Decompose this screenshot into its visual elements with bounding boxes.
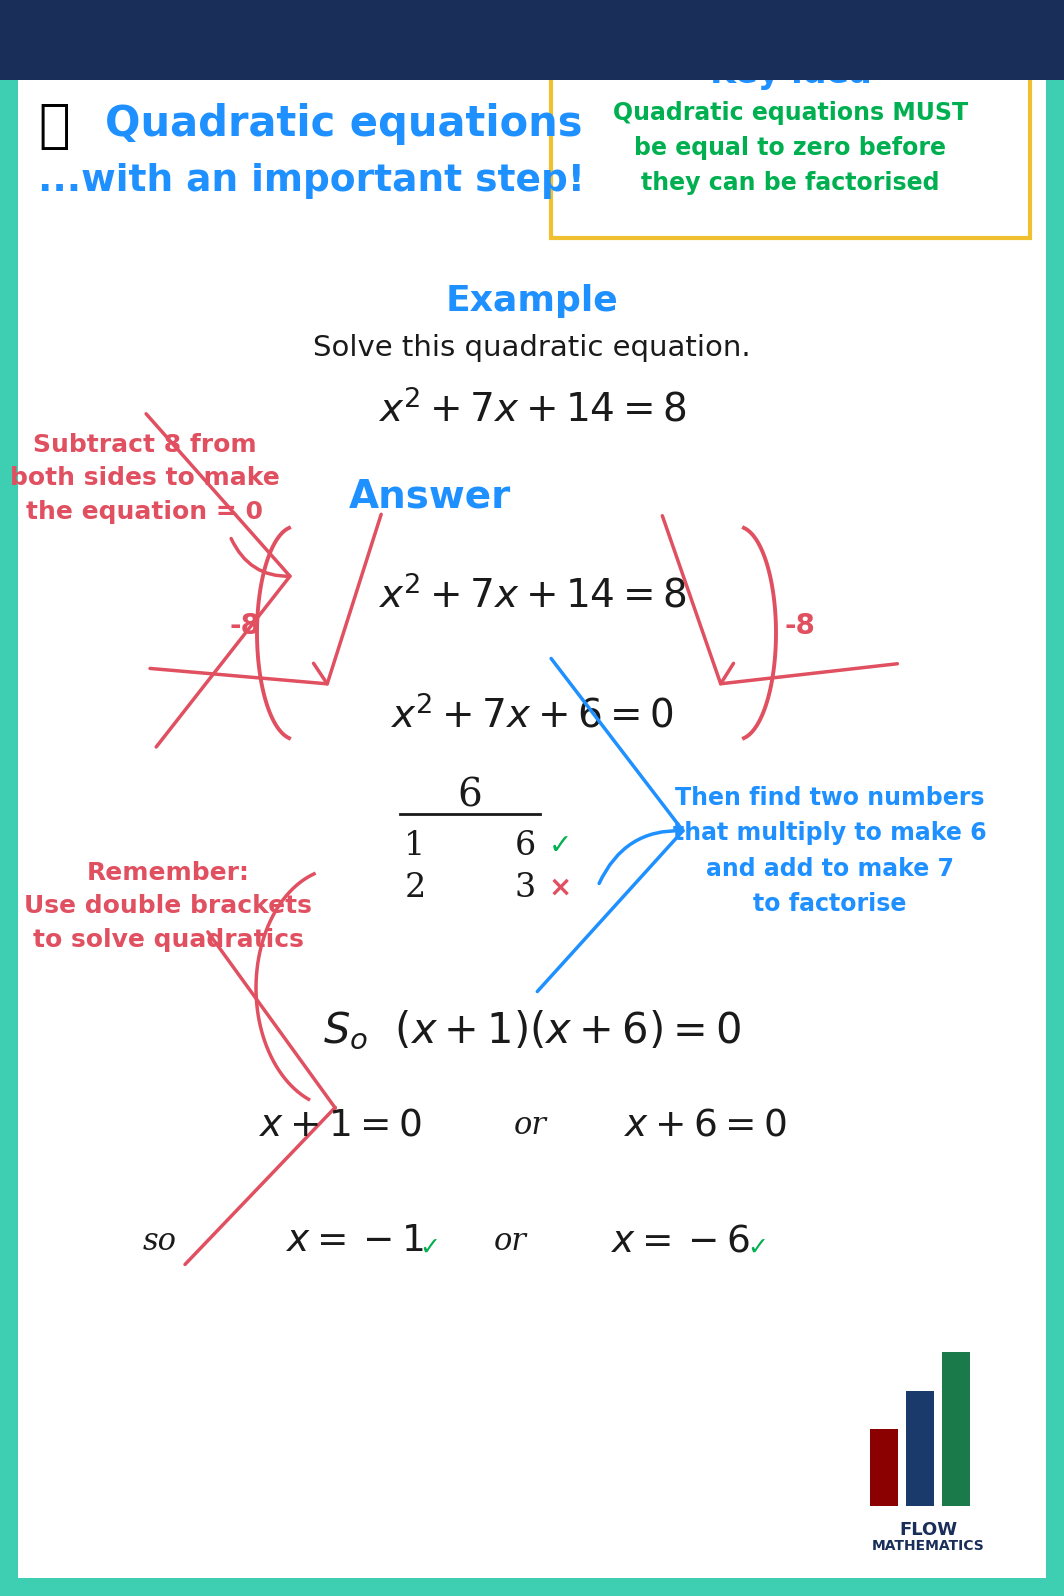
Bar <box>870 1428 898 1507</box>
Bar <box>0 0 1064 80</box>
Text: ✓: ✓ <box>419 1235 440 1259</box>
Text: ...with an important step!: ...with an important step! <box>38 163 585 200</box>
Bar <box>907 1390 934 1507</box>
Text: 3: 3 <box>514 871 535 903</box>
Text: $x^2 + 7x + 6 = 0$: $x^2 + 7x + 6 = 0$ <box>390 696 674 736</box>
Text: -8: -8 <box>230 611 261 640</box>
Text: Subtract 8 from
both sides to make
the equation = 0: Subtract 8 from both sides to make the e… <box>11 433 280 523</box>
Text: $x^2 + 7x + 14 = 8$: $x^2 + 7x + 14 = 8$ <box>378 576 686 616</box>
Text: -8: -8 <box>784 611 815 640</box>
Text: Quadratic equations MUST
be equal to zero before
they can be factorised: Quadratic equations MUST be equal to zer… <box>613 101 968 195</box>
Text: Example: Example <box>446 284 618 318</box>
Text: or: or <box>494 1226 527 1256</box>
Text: Answer: Answer <box>349 477 511 516</box>
Bar <box>0 1578 1064 1596</box>
Text: $x = -1$: $x = -1$ <box>286 1223 423 1259</box>
Text: 🏆: 🏆 <box>38 101 69 152</box>
Text: $x^2 + 7x + 14 = 8$: $x^2 + 7x + 14 = 8$ <box>378 389 686 429</box>
Bar <box>0 80 18 1596</box>
Text: FLOW: FLOW <box>899 1521 957 1539</box>
Text: $x + 1 = 0$: $x + 1 = 0$ <box>259 1108 421 1144</box>
Bar <box>942 1352 970 1507</box>
Text: ×: × <box>548 875 571 902</box>
Text: so: so <box>143 1226 177 1256</box>
Text: $x + 6 = 0$: $x + 6 = 0$ <box>624 1108 786 1144</box>
Text: $x = -6$: $x = -6$ <box>611 1223 749 1259</box>
Text: Solve this quadratic equation.: Solve this quadratic equation. <box>313 334 751 362</box>
Text: ✓: ✓ <box>548 832 571 860</box>
Text: Then find two numbers
that multiply to make 6
and add to make 7
to factorise: Then find two numbers that multiply to m… <box>674 785 986 916</box>
Text: 2: 2 <box>404 871 426 903</box>
Text: 1: 1 <box>404 830 426 862</box>
Text: Remember:
Use double brackets
to solve quadratics: Remember: Use double brackets to solve q… <box>24 860 312 951</box>
Text: Quadratic equations: Quadratic equations <box>105 104 582 145</box>
Text: MATHEMATICS: MATHEMATICS <box>871 1539 984 1553</box>
FancyBboxPatch shape <box>551 34 1030 238</box>
Text: ✓: ✓ <box>748 1235 768 1259</box>
Text: 6: 6 <box>514 830 535 862</box>
Text: 6: 6 <box>458 777 482 814</box>
Bar <box>1046 80 1064 1596</box>
Text: or: or <box>514 1111 547 1141</box>
Text: $\mathit{S_o}$  $(x + 1)(x + 6) = 0$: $\mathit{S_o}$ $(x + 1)(x + 6) = 0$ <box>323 1009 741 1053</box>
Text: Key idea: Key idea <box>710 57 871 91</box>
